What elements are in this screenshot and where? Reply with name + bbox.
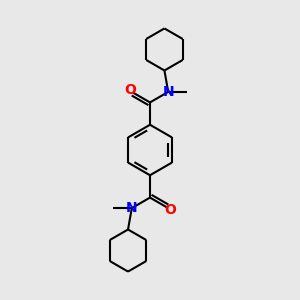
Text: N: N [125, 201, 137, 215]
Text: O: O [124, 83, 136, 97]
Text: O: O [164, 203, 176, 217]
Text: N: N [163, 85, 175, 99]
